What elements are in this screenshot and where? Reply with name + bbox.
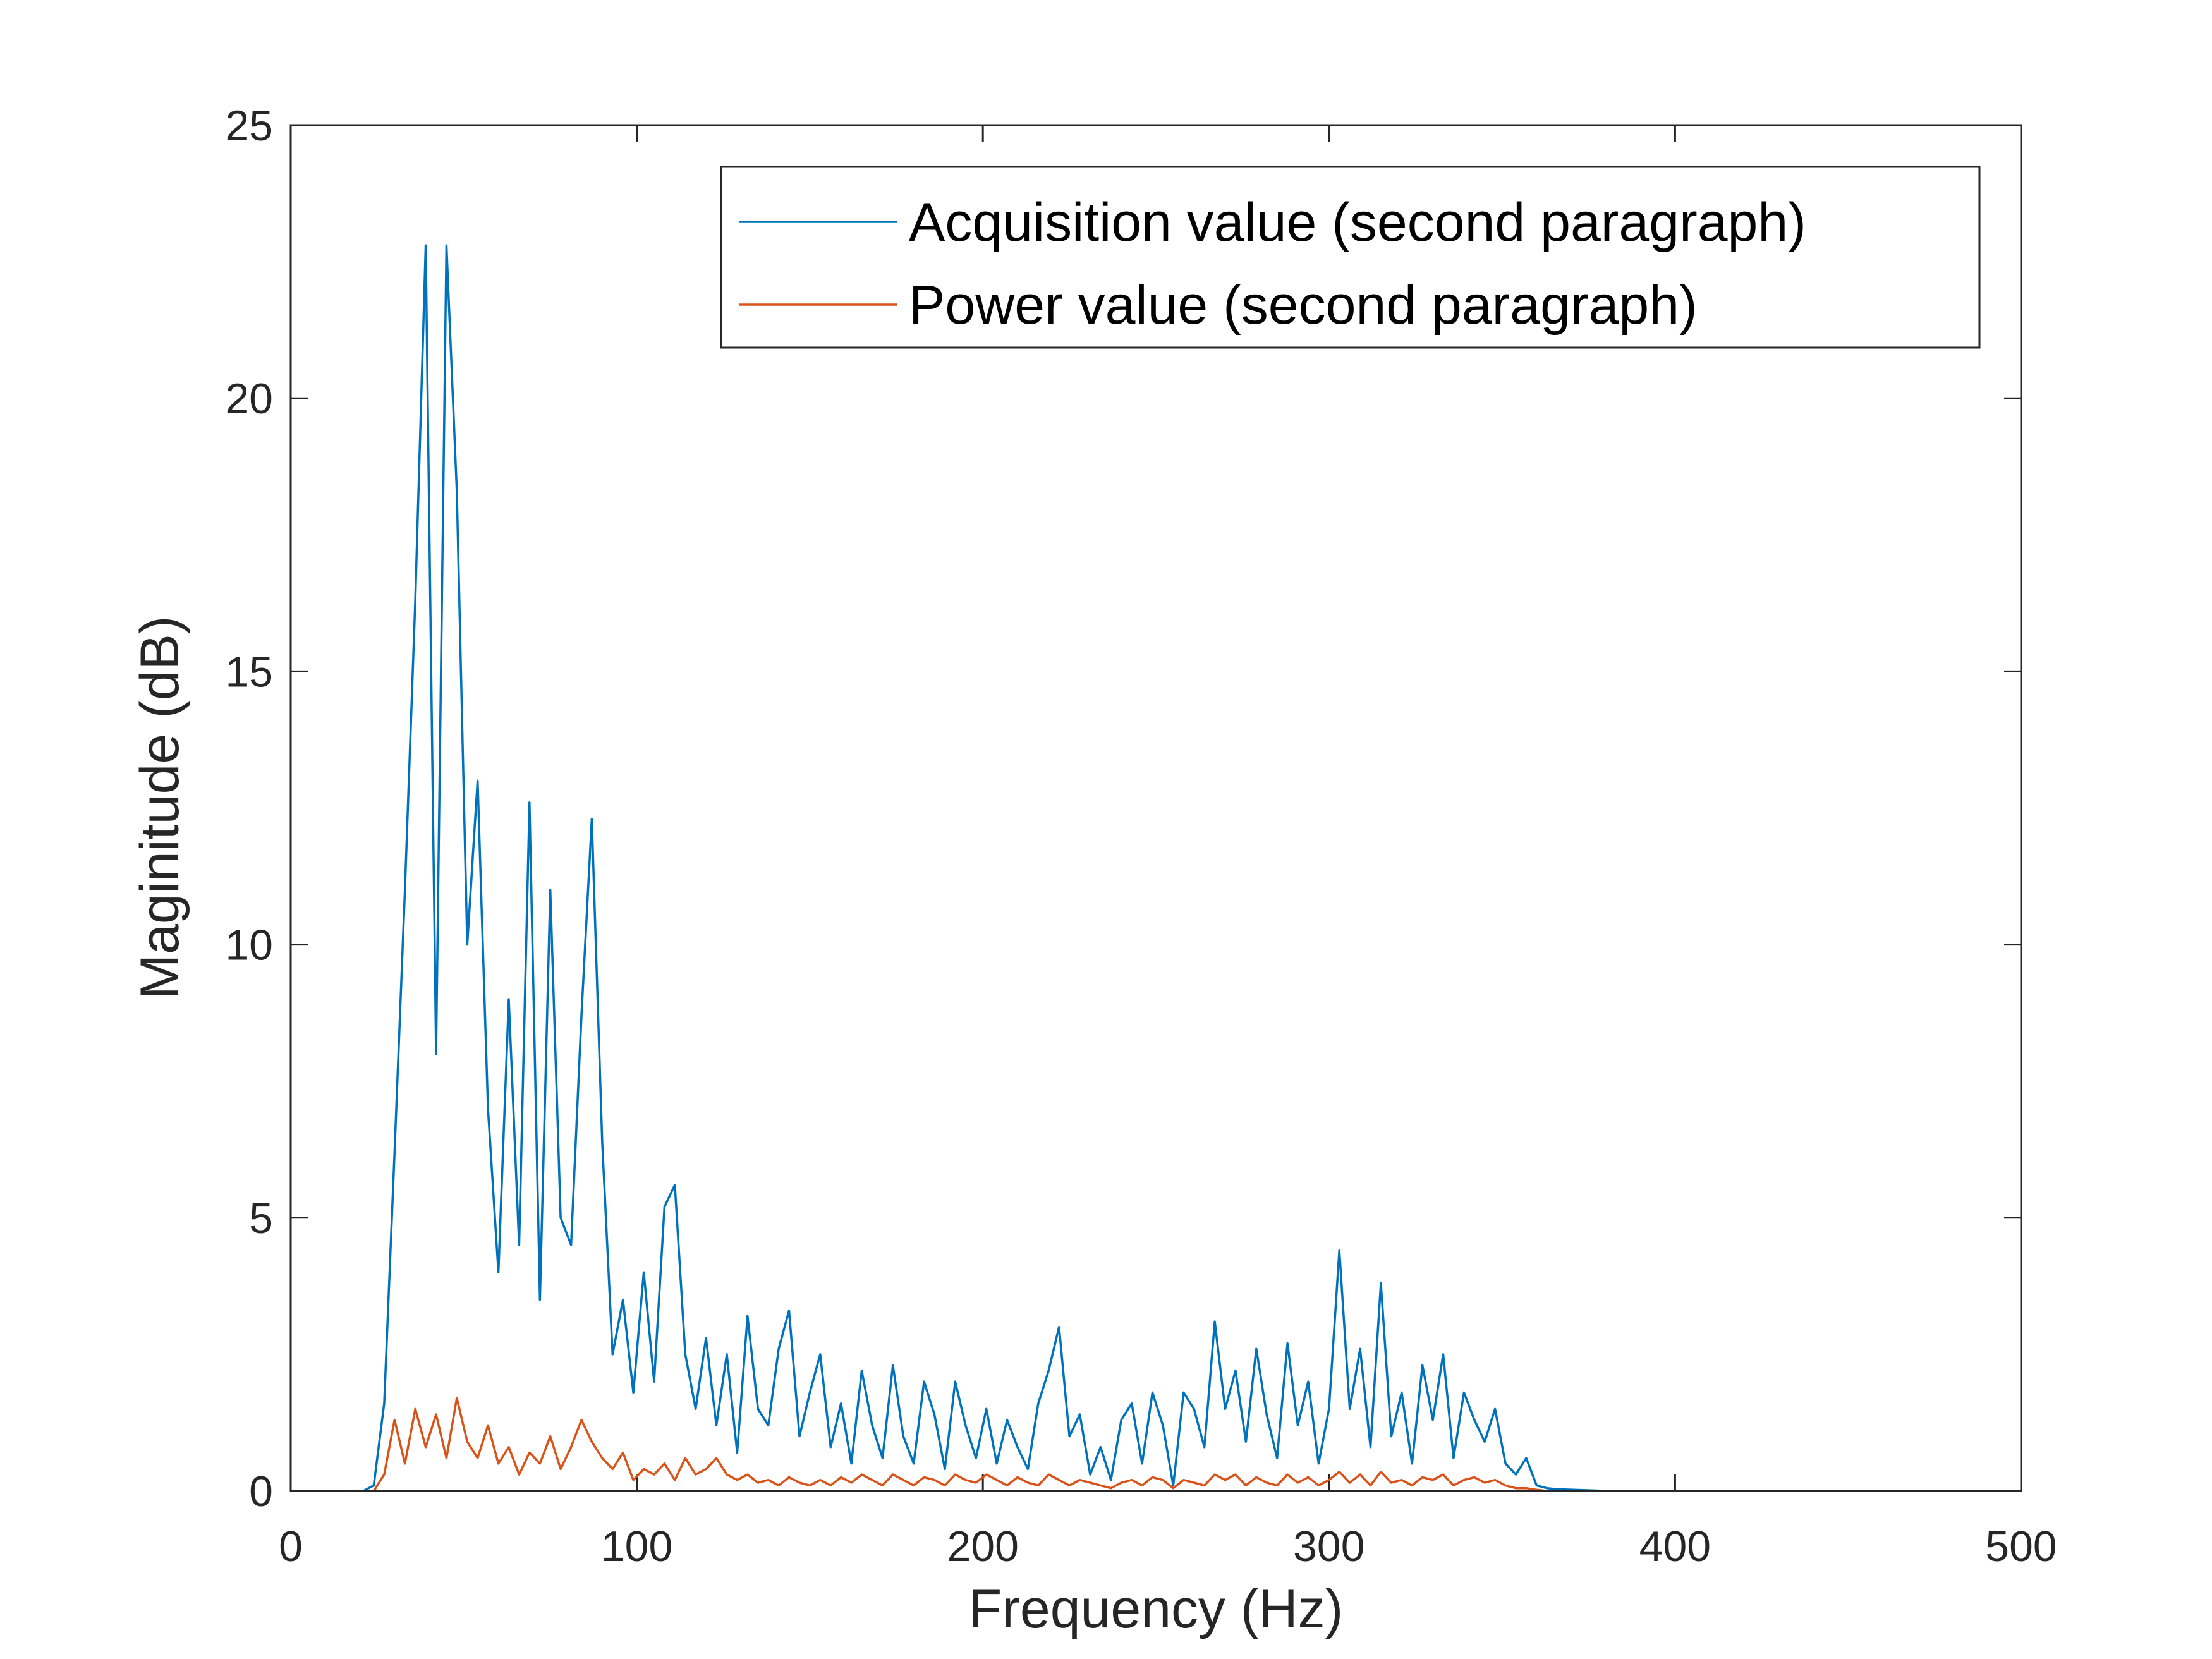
x-tick-label: 300 (1293, 1522, 1364, 1571)
plot-frame (289, 124, 2022, 1492)
x-tick-label: 400 (1639, 1522, 1711, 1571)
y-tick-label: 5 (249, 1194, 273, 1243)
y-tick-label: 10 (225, 921, 273, 969)
data-line (291, 1397, 2021, 1492)
legend-label: Power value (second paragraph) (909, 275, 1698, 336)
x-tick-label: 500 (1985, 1522, 2057, 1571)
y-axis-label: Maginitude (dB) (130, 616, 190, 999)
y-tick-label: 25 (225, 102, 273, 150)
x-tick-label: 0 (279, 1522, 303, 1571)
x-tick-label: 200 (947, 1522, 1018, 1571)
y-tick-label: 20 (225, 375, 273, 423)
y-tick-label: 0 (249, 1468, 273, 1516)
x-tick-label: 100 (601, 1522, 672, 1571)
y-tick-label: 15 (225, 648, 273, 696)
legend-label: Acquisition value (second paragraph) (909, 192, 1806, 253)
x-axis-label: Frequency (Hz) (969, 1579, 1344, 1639)
data-line (291, 244, 2021, 1492)
legend-box (720, 166, 1981, 349)
